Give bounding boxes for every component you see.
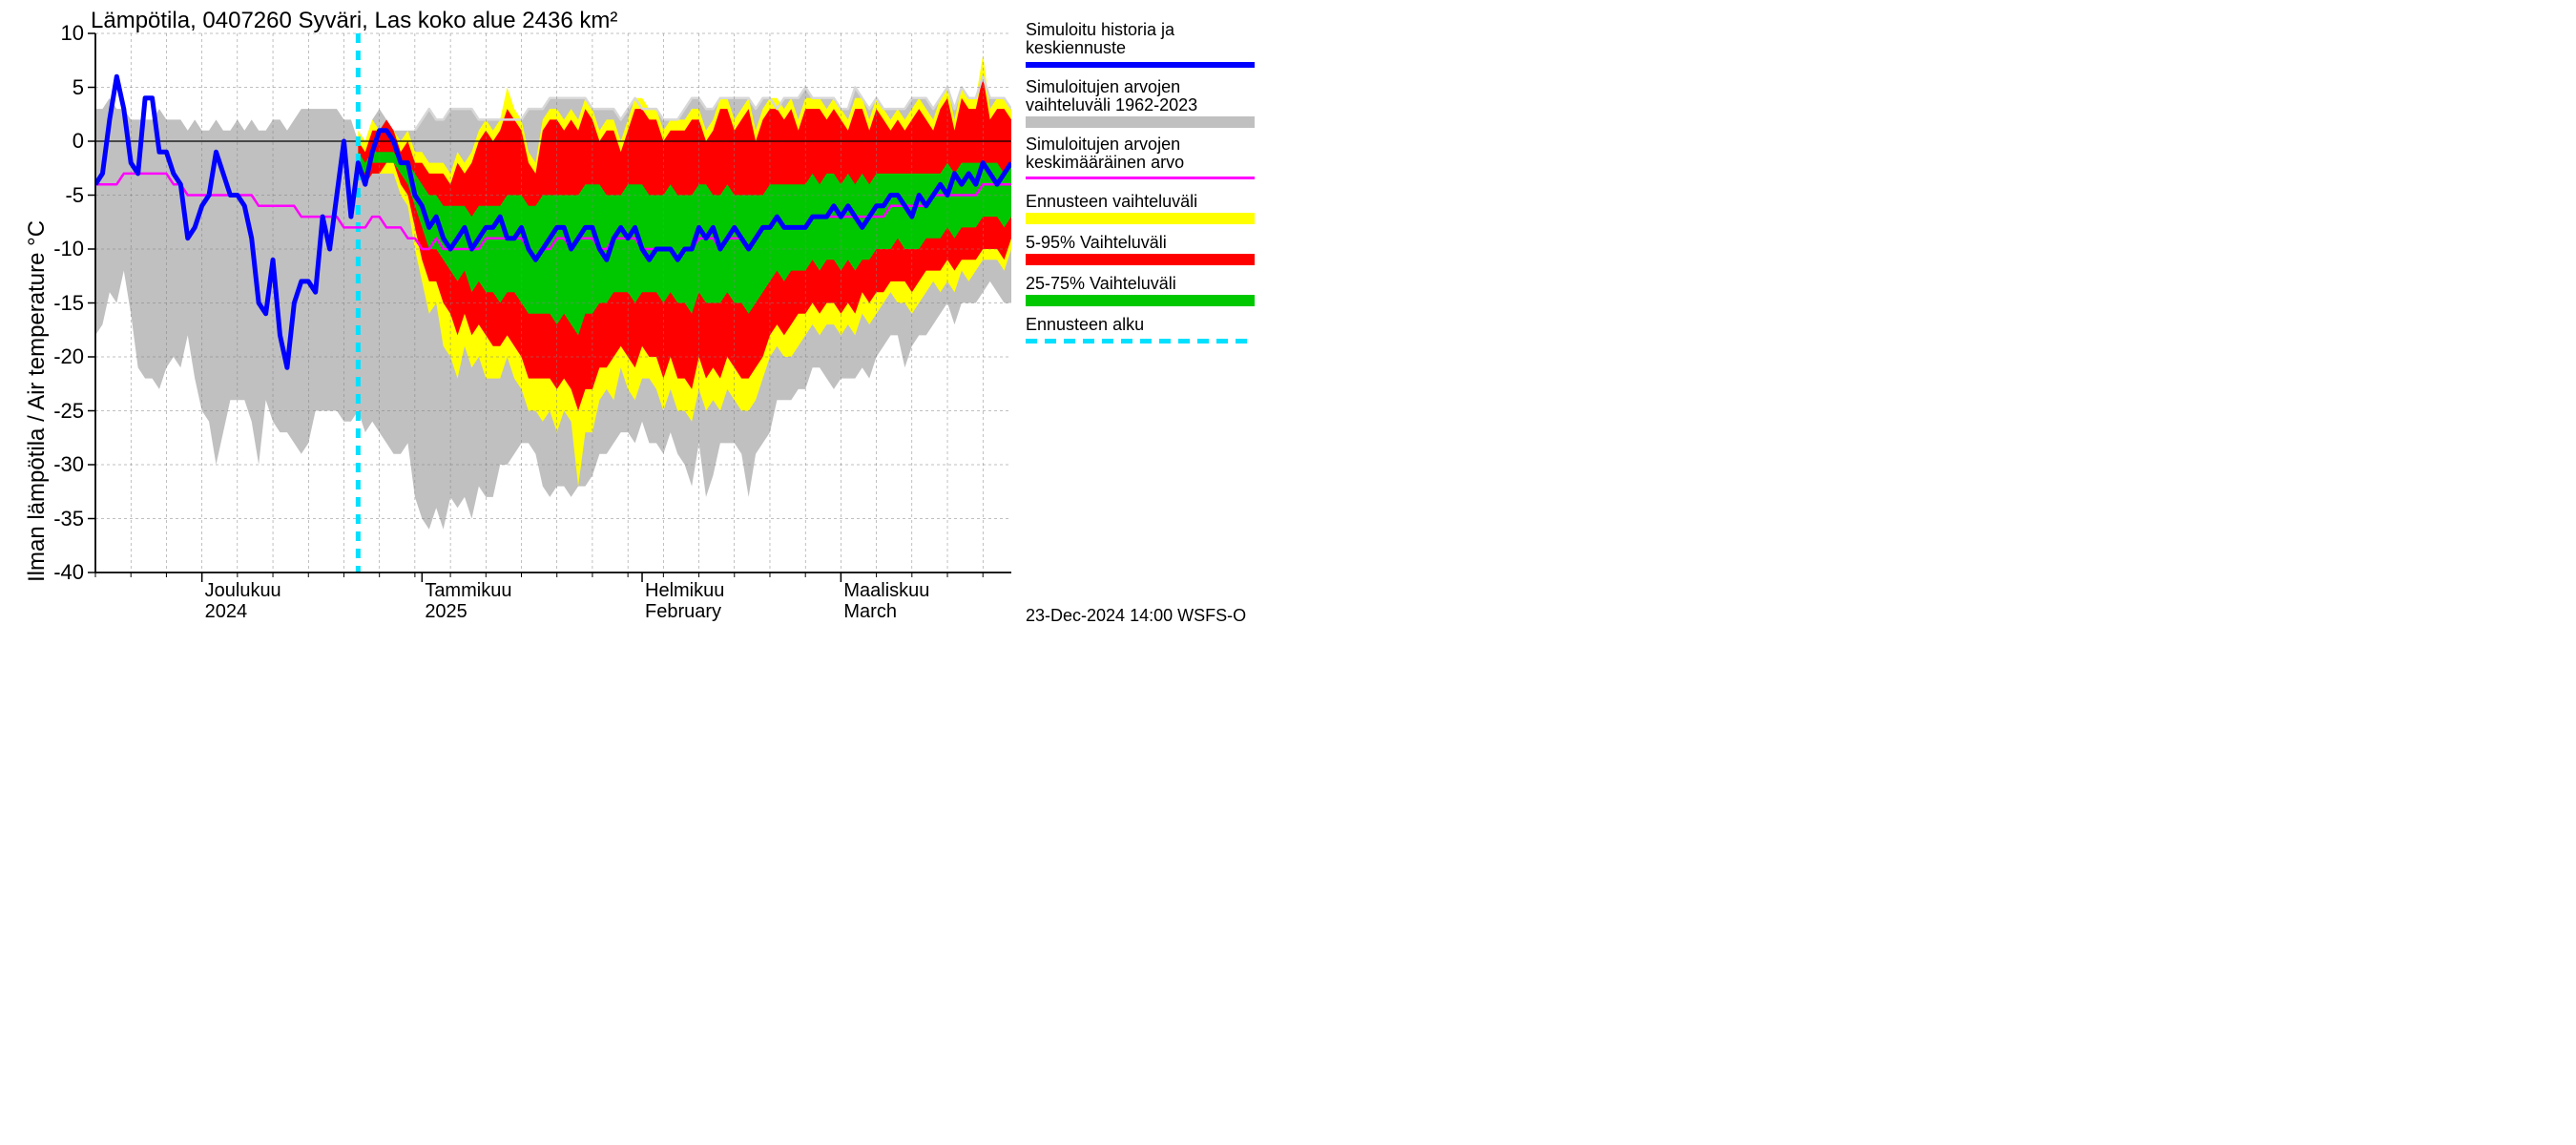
x-tick-label-top: Helmikuu <box>645 580 724 602</box>
legend-line <box>1026 62 1255 68</box>
y-tick-label: -40 <box>27 560 84 585</box>
y-tick-label: -10 <box>27 237 84 261</box>
legend-label: vaihteluväli 1962-2023 <box>1026 96 1197 115</box>
legend-swatch <box>1026 254 1255 265</box>
legend-swatch <box>1026 295 1255 306</box>
legend-label: keskimääräinen arvo <box>1026 154 1184 173</box>
plot-area <box>0 0 1431 636</box>
x-tick-label-top: Joulukuu <box>205 580 281 602</box>
legend-dash <box>1026 339 1255 344</box>
legend-label: 25-75% Vaihteluväli <box>1026 275 1176 294</box>
y-tick-label: 5 <box>27 75 84 100</box>
legend-label: Simuloitujen arvojen <box>1026 135 1180 155</box>
y-tick-label: -20 <box>27 344 84 369</box>
x-tick-label-bot: 2025 <box>425 601 467 623</box>
x-tick-label-top: Maaliskuu <box>843 580 929 602</box>
y-tick-label: -5 <box>27 183 84 208</box>
legend-line <box>1026 177 1255 179</box>
legend-swatch <box>1026 116 1255 128</box>
y-tick-label: -30 <box>27 452 84 477</box>
legend-label: Simuloitujen arvojen <box>1026 78 1180 97</box>
y-tick-label: 0 <box>27 129 84 154</box>
y-tick-label: -25 <box>27 399 84 424</box>
y-tick-label: 10 <box>27 21 84 46</box>
x-tick-label-top: Tammikuu <box>425 580 511 602</box>
legend-label: Ennusteen vaihteluväli <box>1026 193 1197 212</box>
legend-label: Simuloitu historia ja <box>1026 21 1174 40</box>
legend-swatch <box>1026 213 1255 224</box>
legend-label: Ennusteen alku <box>1026 316 1144 335</box>
y-tick-label: -35 <box>27 507 84 531</box>
x-tick-label-bot: 2024 <box>205 601 248 623</box>
x-tick-label-bot: February <box>645 601 721 623</box>
chart-container: Lämpötila, 0407260 Syväri, Las koko alue… <box>0 0 1431 636</box>
x-tick-label-bot: March <box>843 601 897 623</box>
y-tick-label: -15 <box>27 291 84 316</box>
legend-label: 5-95% Vaihteluväli <box>1026 234 1167 253</box>
legend-label: keskiennuste <box>1026 39 1126 58</box>
footer-timestamp: 23-Dec-2024 14:00 WSFS-O <box>1026 606 1246 626</box>
